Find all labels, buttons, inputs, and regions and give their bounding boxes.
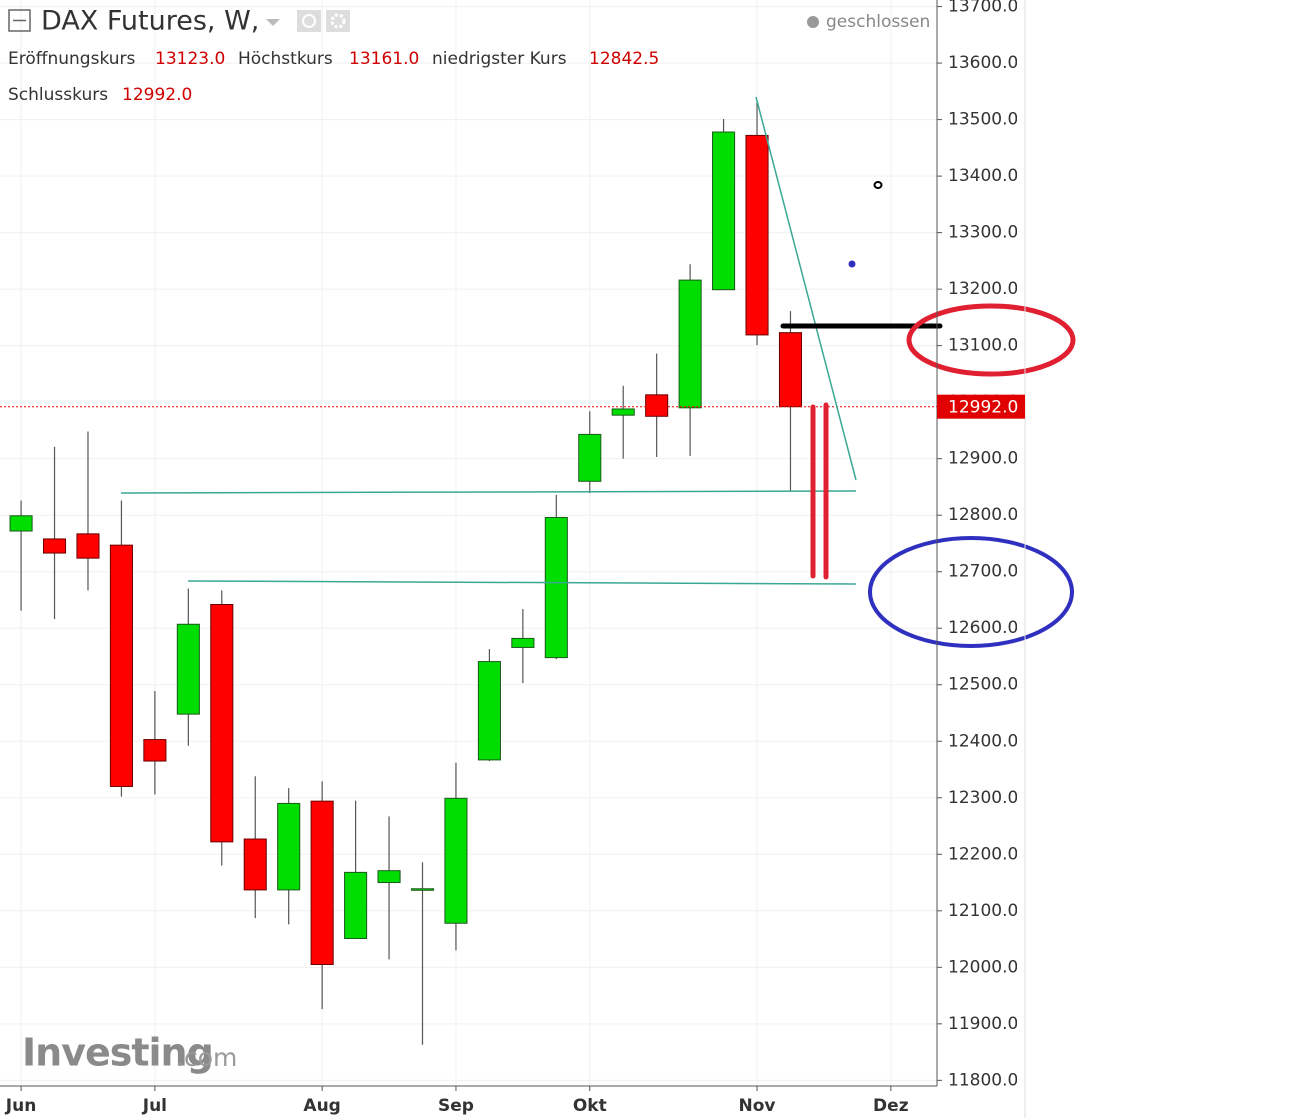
candle-body (578, 433, 602, 482)
y-tick-label: 12100.0 (948, 901, 1018, 921)
collapse-icon[interactable] (8, 9, 31, 32)
candle-body (477, 661, 501, 761)
support-line (187, 580, 857, 585)
status: geschlossen (826, 12, 930, 32)
x-tick-label: Aug (303, 1096, 340, 1116)
candle-body (143, 739, 167, 762)
y-tick-label: 12900.0 (948, 449, 1018, 469)
candle-body (210, 603, 234, 843)
high-label: Höchstkurs (238, 49, 333, 69)
trend-line (755, 96, 857, 481)
eye-icon[interactable] (297, 10, 321, 32)
y-tick-label: 12400.0 (948, 731, 1018, 751)
open-value: 13123.0 (155, 49, 225, 69)
candle-body (645, 394, 669, 417)
x-axis: Jun Jul Aug Sep Okt Nov Dez (5, 1086, 909, 1116)
candle-body (109, 544, 133, 787)
x-tick-label: Okt (573, 1096, 607, 1116)
candle-body (778, 332, 803, 408)
x-tick-label: Nov (739, 1096, 776, 1116)
candle-body (444, 797, 468, 924)
candle-body (310, 800, 334, 965)
y-tick-label: 13600.0 (948, 53, 1018, 73)
candle-body (678, 279, 702, 409)
candle-body (76, 533, 100, 559)
y-tick-label: 13500.0 (948, 110, 1018, 130)
y-tick-label: 13200.0 (948, 279, 1018, 299)
dot (848, 260, 856, 268)
candle-body (410, 888, 435, 891)
highlight-ellipse (906, 303, 1076, 377)
y-tick-label: 12500.0 (948, 675, 1018, 695)
candle-body (344, 871, 368, 939)
candle-body (712, 131, 736, 291)
candle-body (277, 802, 301, 891)
open-label: Eröffnungskurs (8, 49, 136, 69)
candle-body (544, 516, 568, 659)
watermark-brand: Investing (22, 1031, 213, 1075)
support-line (120, 490, 857, 494)
candle-body (9, 515, 33, 532)
low-value: 12842.5 (589, 49, 659, 69)
drawings (120, 96, 1076, 648)
last-price-label: 12992.0 (948, 398, 1018, 418)
x-tick-label: Dez (873, 1096, 909, 1116)
y-tick-label: 12700.0 (948, 562, 1018, 582)
x-tick-label: Sep (438, 1096, 474, 1116)
candle-body (611, 408, 635, 416)
y-tick-label: 13400.0 (948, 166, 1018, 186)
y-tick-label: 12200.0 (948, 844, 1018, 864)
dot (873, 181, 883, 189)
candles (0, 102, 937, 1045)
settings-icon-shape (330, 13, 346, 29)
low-label: niedrigster Kurs (432, 49, 567, 69)
candle-body (176, 623, 200, 715)
high-value: 13161.0 (349, 49, 419, 69)
highlight-ellipse (868, 536, 1074, 648)
x-tick-label: Jun (5, 1096, 37, 1116)
y-tick-label: 11900.0 (948, 1014, 1018, 1034)
eye-icon-shape (302, 14, 316, 28)
close-label: Schlusskurs (8, 85, 108, 105)
chart-title: DAX Futures, W, (41, 6, 259, 37)
candle-body (377, 870, 401, 884)
y-tick-label: 12800.0 (948, 505, 1018, 525)
y-tick-label: 12000.0 (948, 957, 1018, 977)
watermark-suffix: .com (176, 1043, 237, 1072)
y-tick-label: 13100.0 (948, 336, 1018, 356)
candle-body (42, 538, 67, 554)
x-tick-label: Jul (142, 1096, 167, 1116)
close-value: 12992.0 (122, 85, 192, 105)
dropdown-icon[interactable] (266, 19, 280, 26)
y-tick-label: 13300.0 (948, 223, 1018, 243)
candle-body (745, 134, 769, 336)
last-price-box (937, 394, 1025, 419)
settings-icon[interactable] (326, 10, 350, 32)
y-tick-label: 12300.0 (948, 788, 1018, 808)
y-tick-label: 13700.0 (948, 0, 1018, 17)
y-tick-label: 12600.0 (948, 618, 1018, 638)
candle-body (243, 838, 267, 891)
status-dot (807, 16, 819, 28)
candle-body (511, 637, 535, 648)
y-tick-label: 11800.0 (948, 1070, 1018, 1090)
